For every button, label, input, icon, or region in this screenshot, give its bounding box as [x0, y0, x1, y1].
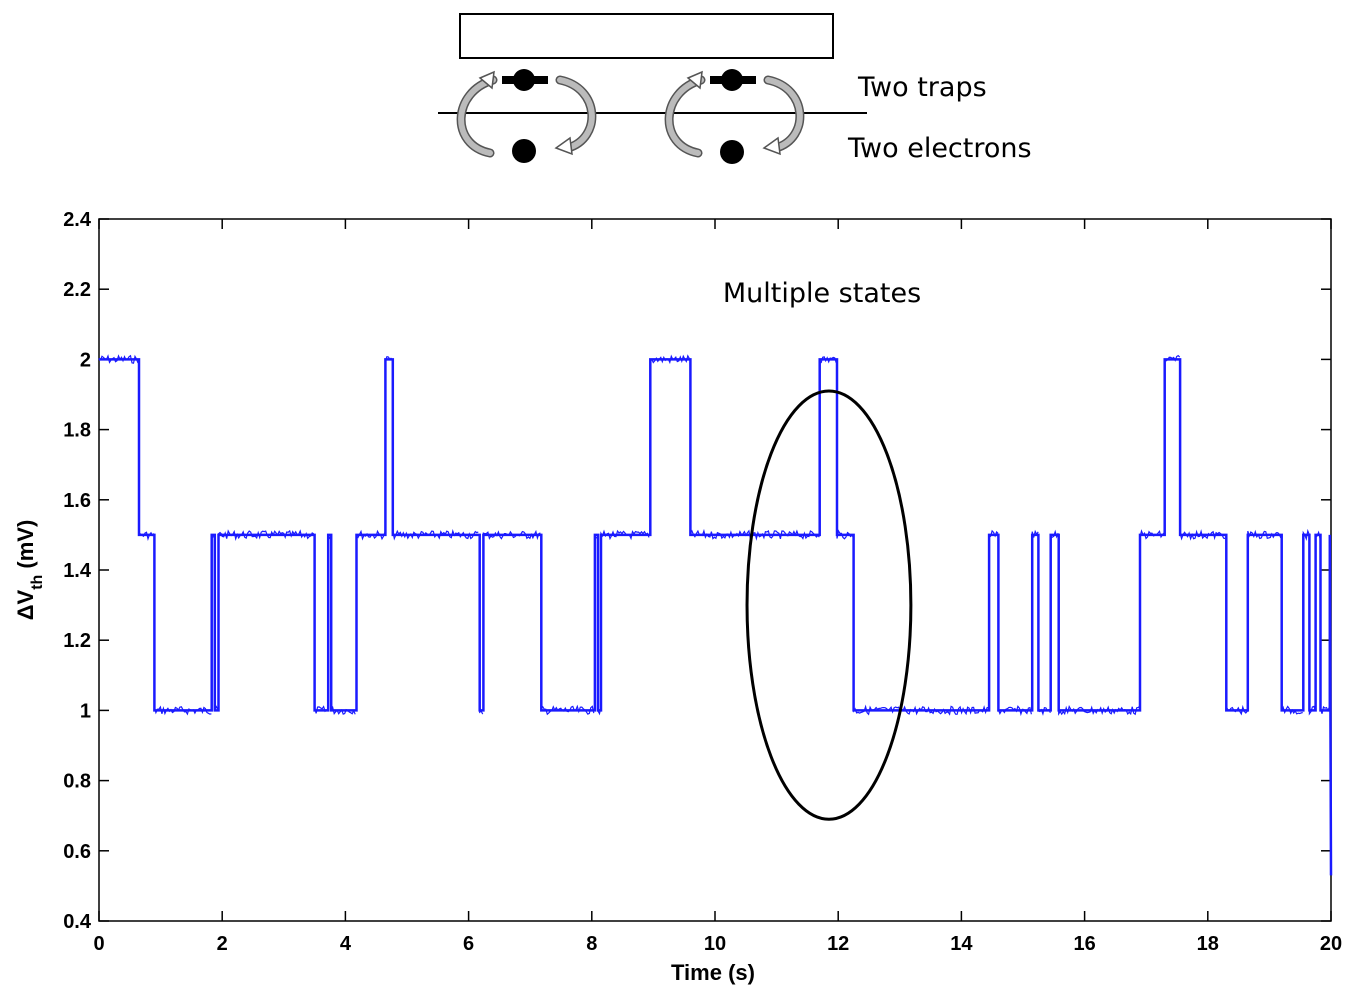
- y-tick-label: 1.8: [63, 420, 91, 442]
- emission-arrow-head-icon: [762, 136, 781, 156]
- y-tick-labels: 0.4 0.6 0.8 1 1.2 1.4 1.6 1.8 2 2.2 2.4: [63, 209, 92, 933]
- x-tick-label: 16: [1073, 933, 1095, 955]
- y-tick-label: 1.6: [63, 490, 91, 512]
- y-tick-label: 0.4: [63, 911, 92, 933]
- x-tick-label: 4: [340, 933, 352, 955]
- y-tick-label: 1.4: [63, 560, 92, 582]
- plot-frame: [98, 218, 1332, 922]
- x-tick-label: 8: [586, 933, 597, 955]
- capture-arrow-inner: [666, 77, 704, 156]
- traps-label: Two traps: [857, 72, 987, 103]
- x-tick-label: 0: [93, 933, 104, 955]
- capture-arrow-head-icon: [478, 70, 495, 90]
- y-axis-title-main: ΔV: [13, 589, 38, 620]
- emission-arrow-inner: [765, 77, 803, 151]
- x-tick-label: 2: [217, 933, 228, 955]
- y-axis-title-unit: (mV): [13, 520, 38, 575]
- x-tick-labels: 0 2 4 6 8 10 12 14 16 18 20: [93, 933, 1342, 955]
- y-tick-label: 2.4: [63, 209, 92, 231]
- y-tick-label: 1: [80, 700, 91, 722]
- x-tick-label: 14: [950, 933, 973, 955]
- trap-group-1: [456, 69, 597, 163]
- x-axis-title: Time (s): [671, 960, 755, 985]
- plot-area: [98, 354, 1333, 876]
- emission-arrow-head-icon: [554, 136, 573, 156]
- electrons-label: Two electrons: [847, 133, 1032, 164]
- y-tick-label: 2.2: [63, 279, 91, 301]
- x-tick-label: 10: [704, 933, 726, 955]
- y-tick-label: 0.6: [63, 841, 91, 863]
- trap-dot: [513, 69, 535, 91]
- y-axis-title: ΔVth (mV): [13, 520, 46, 621]
- trap-diagram: Two traps Two electrons: [438, 13, 1032, 164]
- multiple-states-ellipse: [745, 389, 913, 821]
- capture-arrow-head-icon: [686, 70, 703, 90]
- x-tick-label: 12: [827, 933, 849, 955]
- y-tick-label: 2: [80, 349, 91, 371]
- chart: 0 2 4 6 8 10 12 14 16 18 20 0.4 0.6 0.8 1 1.2 1.4 1.6 1.8…: [13, 209, 1342, 985]
- y-axis-title-sub: th: [29, 575, 46, 590]
- multiple-states-label: Multiple states: [723, 278, 921, 309]
- gate-rectangle: [459, 13, 834, 59]
- capture-arrow-inner: [458, 77, 496, 156]
- emission-arrow-inner: [557, 77, 595, 151]
- y-tick-label: 1.2: [63, 630, 91, 652]
- electron-dot: [720, 140, 744, 164]
- trap-group-2: [664, 69, 805, 164]
- x-tick-label: 20: [1320, 933, 1342, 955]
- y-tick-label: 0.8: [63, 771, 91, 793]
- electron-dot: [512, 139, 536, 163]
- series-line: [99, 358, 1333, 876]
- x-tick-label: 6: [463, 933, 474, 955]
- x-tick-label: 18: [1197, 933, 1219, 955]
- series-noise: [98, 354, 1331, 717]
- trap-dot: [721, 69, 743, 91]
